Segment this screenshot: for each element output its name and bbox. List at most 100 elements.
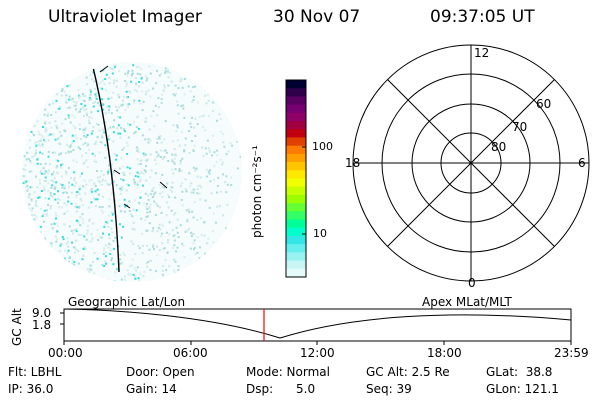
info-glat: GLat: 38.8 [486, 365, 553, 379]
uv-speckle [76, 206, 79, 209]
uv-speckle [96, 176, 99, 179]
uv-speckle [117, 132, 120, 135]
uv-speckle [82, 114, 85, 117]
colorbar-band [286, 145, 306, 155]
uv-speckle [155, 156, 158, 159]
uv-speckle [182, 244, 185, 247]
observation-time: 09:37:05 UT [430, 7, 535, 27]
uv-speckle [52, 180, 55, 183]
uv-speckle [135, 82, 138, 85]
uv-speckle [63, 90, 66, 93]
uv-speckle [84, 126, 87, 129]
uv-speckle [137, 244, 140, 247]
uv-speckle [192, 166, 195, 169]
uv-speckle [153, 200, 156, 203]
uv-speckle [40, 134, 43, 137]
uv-speckle [123, 173, 126, 176]
uv-speckle [65, 242, 68, 245]
uv-speckle [144, 170, 147, 173]
uv-speckle [74, 134, 77, 137]
uv-speckle [53, 193, 56, 196]
uv-speckle [116, 127, 119, 130]
uv-speckle [22, 182, 25, 185]
uv-speckle [174, 196, 177, 199]
uv-speckle [111, 231, 114, 234]
uv-speckle [151, 196, 154, 199]
uv-speckle [220, 130, 223, 133]
uv-speckle [44, 127, 47, 130]
uv-speckle [102, 253, 105, 255]
uv-speckle [212, 230, 214, 233]
uv-speckle [115, 79, 118, 82]
uv-speckle [141, 134, 144, 137]
uv-speckle [90, 116, 93, 119]
uv-speckle [122, 179, 125, 182]
uv-speckle [230, 176, 233, 179]
uv-speckle [48, 103, 51, 106]
uv-speckle [45, 180, 48, 182]
uv-speckle [103, 83, 106, 86]
uv-speckle [203, 234, 206, 237]
uv-speckle [97, 82, 100, 85]
uv-speckle [101, 128, 104, 131]
uv-speckle [97, 101, 99, 104]
uv-speckle [47, 155, 50, 158]
uv-speckle [208, 172, 211, 175]
uv-speckle [56, 230, 59, 233]
uv-speckle [67, 196, 70, 199]
uv-speckle [63, 191, 66, 194]
uv-speckle [174, 168, 177, 171]
uv-speckle [190, 182, 193, 185]
uv-speckle [71, 97, 74, 100]
uv-speckle [83, 235, 86, 238]
polar-diagonal-2 [387, 79, 555, 247]
uv-speckle [39, 172, 42, 175]
uv-speckle [39, 230, 42, 233]
uv-speckle [154, 191, 157, 194]
uv-speckle [39, 144, 41, 147]
uv-speckle [161, 173, 164, 176]
uv-speckle [140, 217, 143, 220]
uv-speckle [111, 173, 114, 176]
uv-speckle [74, 206, 77, 209]
uv-speckle [130, 80, 133, 83]
uv-speckle [153, 193, 155, 196]
uv-speckle [90, 132, 93, 135]
uv-speckle [140, 171, 143, 174]
orbit-tick-2 [113, 169, 121, 175]
uv-speckle [78, 188, 81, 191]
uv-speckle [71, 114, 74, 117]
uv-speckle [83, 179, 86, 182]
uv-speckle [136, 72, 139, 75]
uv-speckle [173, 161, 176, 164]
info-gc-alt: GC Alt: 2.5 Re [366, 365, 450, 379]
uv-speckle [104, 156, 107, 159]
colorbar-band [286, 178, 306, 188]
uv-speckle [41, 190, 43, 192]
uv-speckle [94, 190, 97, 193]
uv-speckle [81, 154, 84, 157]
uv-speckle [158, 106, 160, 109]
uv-speckle [49, 205, 52, 207]
uv-speckle [165, 214, 168, 217]
uv-speckle [66, 251, 69, 254]
uv-speckle [77, 191, 80, 194]
uv-speckle [167, 160, 170, 162]
uv-speckle [129, 172, 132, 175]
uv-speckle [90, 98, 92, 101]
uv-speckle [86, 134, 89, 137]
uv-speckle [152, 227, 155, 230]
uv-speckle [170, 186, 173, 189]
uv-speckle [164, 149, 167, 152]
uv-speckle [68, 256, 71, 259]
uv-speckle [75, 160, 78, 163]
uv-speckle [171, 160, 174, 163]
uv-speckle [143, 202, 145, 205]
uv-speckle [163, 149, 166, 152]
uv-speckle [188, 172, 191, 175]
uv-speckle [219, 190, 222, 193]
uv-speckle [146, 229, 149, 232]
uv-speckle [63, 129, 66, 132]
uv-speckle [226, 203, 229, 206]
uv-speckle [168, 233, 171, 236]
